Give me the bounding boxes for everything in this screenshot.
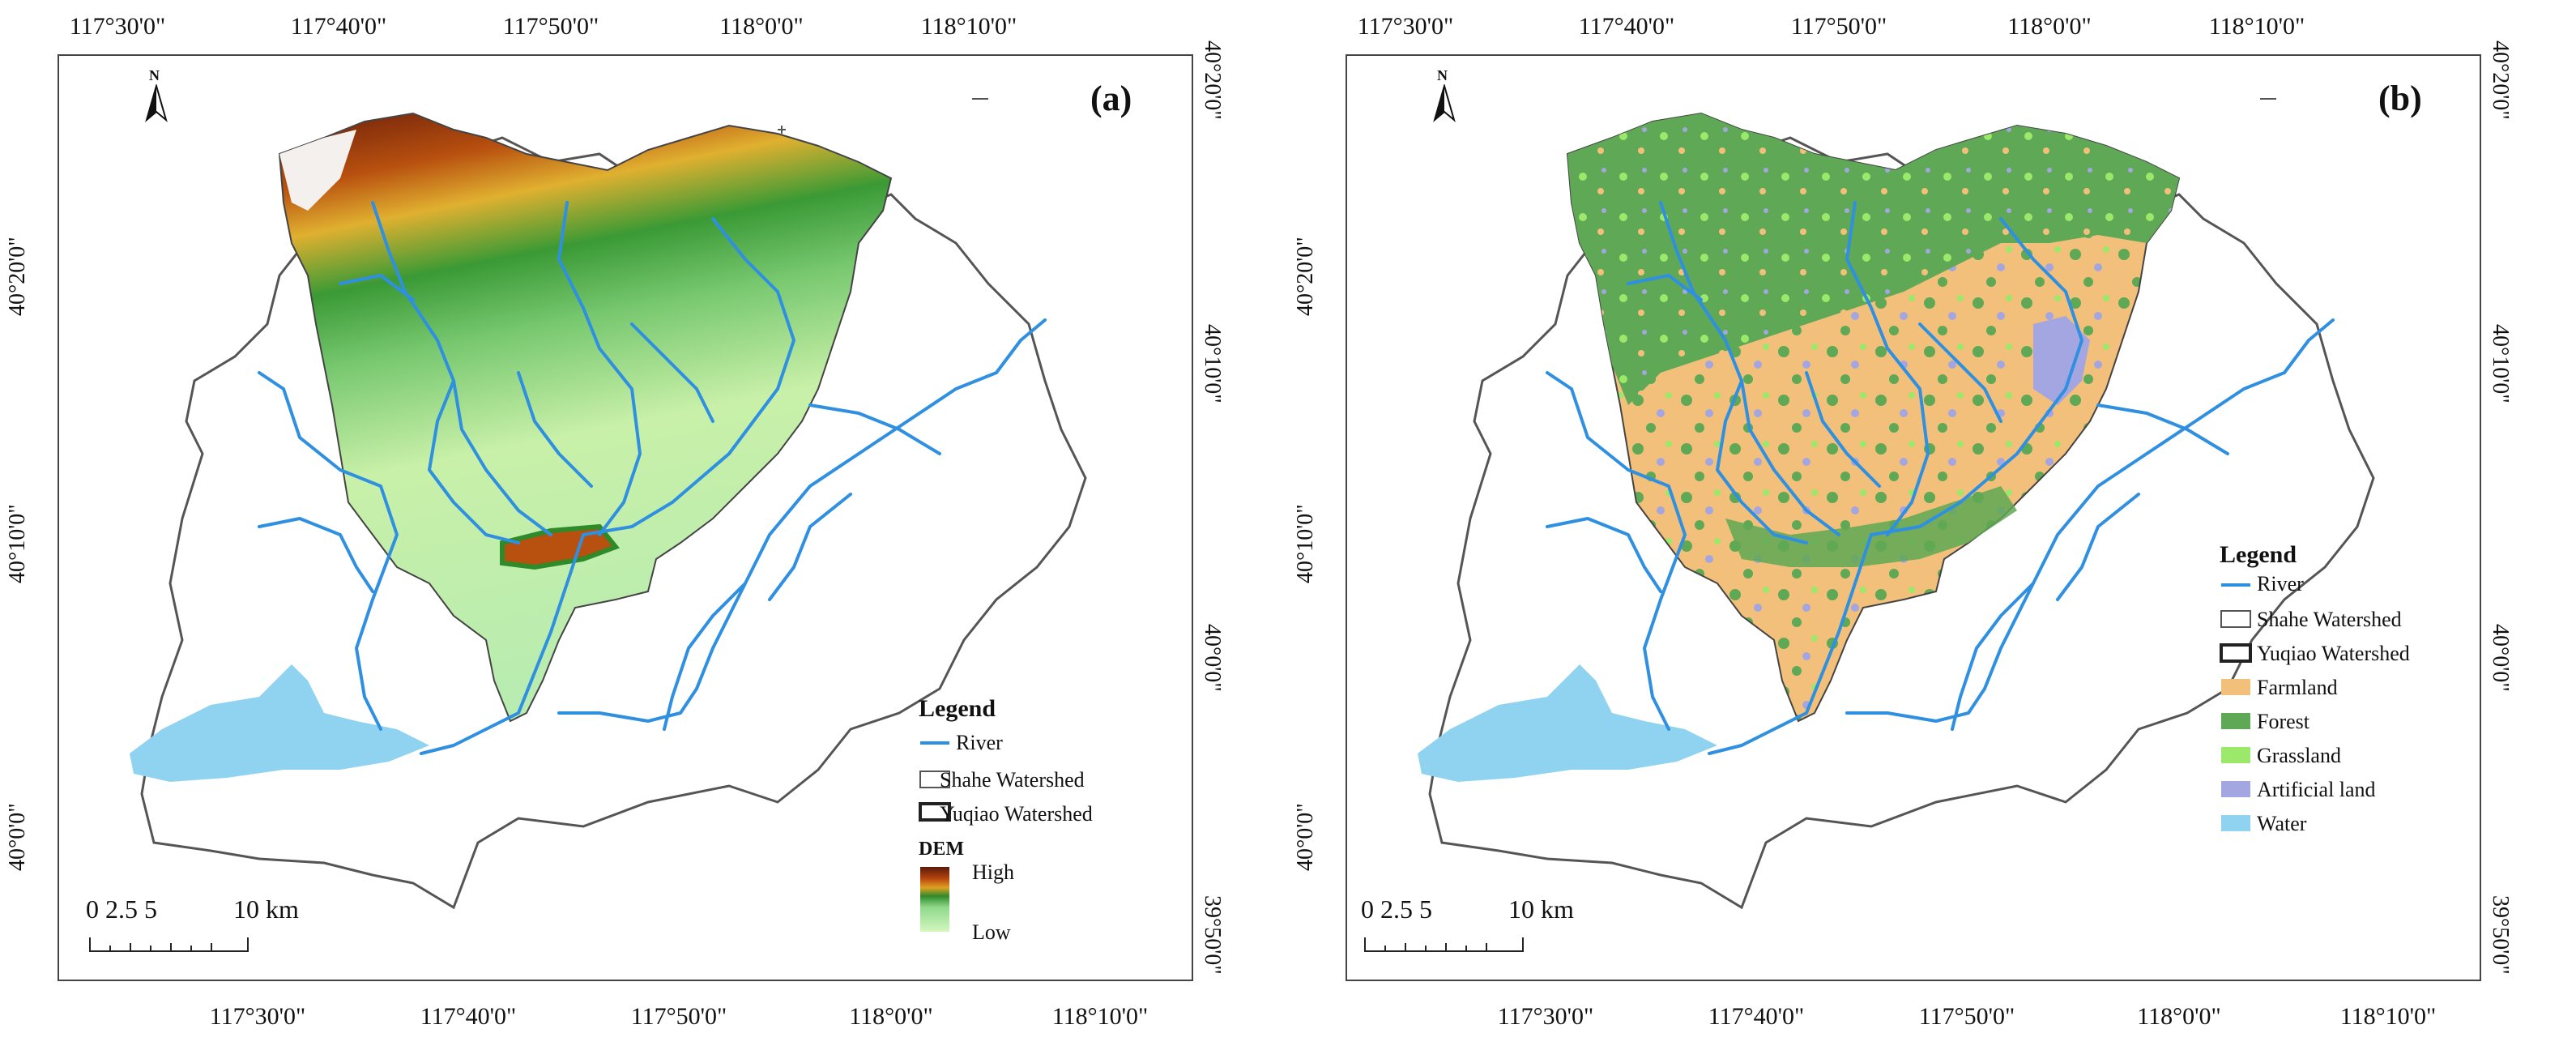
top-tick-label: 117°30'0" [1357,13,1454,40]
bottom-tick-label: 117°40'0" [1708,1003,1805,1030]
legend-title: Legend [919,695,996,722]
left-tick-label: 40°0'0" [1293,803,1318,871]
right-tick-label: 39°50'0" [1200,895,1225,975]
left-tick-label: 40°10'0" [1293,504,1318,583]
top-tick-label: 117°40'0" [1578,13,1675,40]
forest-band-south [1725,486,2017,567]
map-frame [58,54,1193,981]
dem-peak-area [279,130,356,211]
legend-farmland-swatch [2221,679,2250,695]
legend-item-water: Water [2257,812,2307,835]
north-label: N [1437,67,1448,83]
north-arrow-icon [1433,84,1456,122]
left-tick-label: 40°20'0" [1293,237,1318,316]
bottom-tick-label: 117°50'0" [1918,1003,2015,1030]
dem-low-label: Low [972,920,1011,944]
bottom-tick-label: 117°30'0" [1497,1003,1594,1030]
top-tick-label: 117°40'0" [290,13,387,40]
legend-item-farmland: Farmland [2257,676,2338,699]
legend-grassland-swatch [2221,747,2250,763]
legend-item-forest: Forest [2257,710,2309,733]
river-network [1546,201,2335,755]
top-tick-label: 118°10'0" [920,13,1017,40]
legend-river-swatch [920,741,949,745]
left-tick-label: 40°20'0" [5,237,30,316]
bottom-tick-label: 117°30'0" [209,1003,306,1030]
legend-item-river: River [2257,572,2304,596]
legend-item-yuqiao: Yuqiao Watershed [940,802,1093,826]
dem-colorbar [920,867,949,932]
bottom-tick-label: 118°10'0" [2339,1003,2437,1030]
legend-title: Legend [2220,541,2297,568]
map-panel-a: N (a) 117°30'0" 117°40'0" 117°50'0" 118°… [5,13,1225,1030]
bottom-tick-label: 118°10'0" [1051,1003,1149,1030]
dem-mid-ridge [500,523,620,570]
right-tick-label: 39°50'0" [2488,895,2513,975]
legend-artificial-swatch [2221,781,2250,797]
legend-item-grassland: Grassland [2257,744,2341,767]
left-tick-label: 40°10'0" [5,504,30,583]
panel-letter: (b) [2378,79,2422,118]
legend-item-river: River [956,731,1003,754]
scale-end-label: 10 km [1508,894,1574,924]
legend-river-swatch [2221,583,2250,587]
top-tick-label: 117°50'0" [502,13,599,40]
map-a-canvas [58,54,1193,981]
north-label: N [149,67,160,83]
top-tick-label: 118°10'0" [2208,13,2305,40]
right-tick-label: 40°0'0" [2488,624,2513,692]
bottom-tick-label: 117°50'0" [630,1003,727,1030]
scale-end-label: 10 km [233,894,299,924]
legend-forest-swatch [2221,713,2250,729]
map-frame [1346,54,2481,981]
north-arrow-icon [145,84,168,122]
right-tick-label: 40°20'0" [2488,41,2513,120]
dem-high-label: High [972,860,1014,884]
panel-letter: (a) [1090,79,1132,118]
legend-yuqiao-swatch [919,802,951,822]
scale-bar [1364,937,1524,952]
top-tick-label: 118°0'0" [2007,13,2092,40]
legend-shahe-swatch [919,771,950,788]
dem-legend-title: DEM [919,839,964,860]
right-tick-label: 40°0'0" [1200,624,1225,692]
yuqiao-watershed-dem [278,112,893,723]
left-tick-label: 40°0'0" [5,803,30,871]
legend-item-artificial: Artificial land [2257,778,2376,801]
reservoir-water [1418,664,1717,782]
artificial-land-patch [2033,316,2090,405]
scale-bar [89,937,249,952]
right-tick-label: 40°10'0" [2488,324,2513,403]
right-tick-label: 40°10'0" [1200,324,1225,403]
legend-item-yuqiao: Yuqiao Watershed [2257,642,2410,665]
river-network [258,201,1047,755]
top-tick-label: 117°30'0" [69,13,166,40]
legend-item-shahe: Shahe Watershed [2257,608,2402,631]
map-panel-b: N (b) 117°30'0" 117°40'0" 117°50'0" 118°… [1288,0,2576,1063]
scale-labels: 0 2.5 5 [1361,894,1432,924]
bottom-tick-label: 118°0'0" [2137,1003,2221,1030]
reservoir-water [130,664,429,782]
legend-water-swatch [2221,815,2250,831]
legend-shahe-swatch [2220,610,2251,628]
top-tick-label: 117°50'0" [1790,13,1887,40]
legend-item-shahe: Shahe Watershed [940,768,1085,792]
graticule-mark [778,126,786,134]
right-tick-label: 40°20'0" [1200,41,1225,120]
legend-yuqiao-swatch [2220,643,2252,663]
scale-labels: 0 2.5 5 [86,894,157,924]
bottom-tick-label: 118°0'0" [849,1003,933,1030]
top-tick-label: 118°0'0" [719,13,804,40]
bottom-tick-label: 117°40'0" [420,1003,517,1030]
map-b-canvas [1346,54,2481,981]
